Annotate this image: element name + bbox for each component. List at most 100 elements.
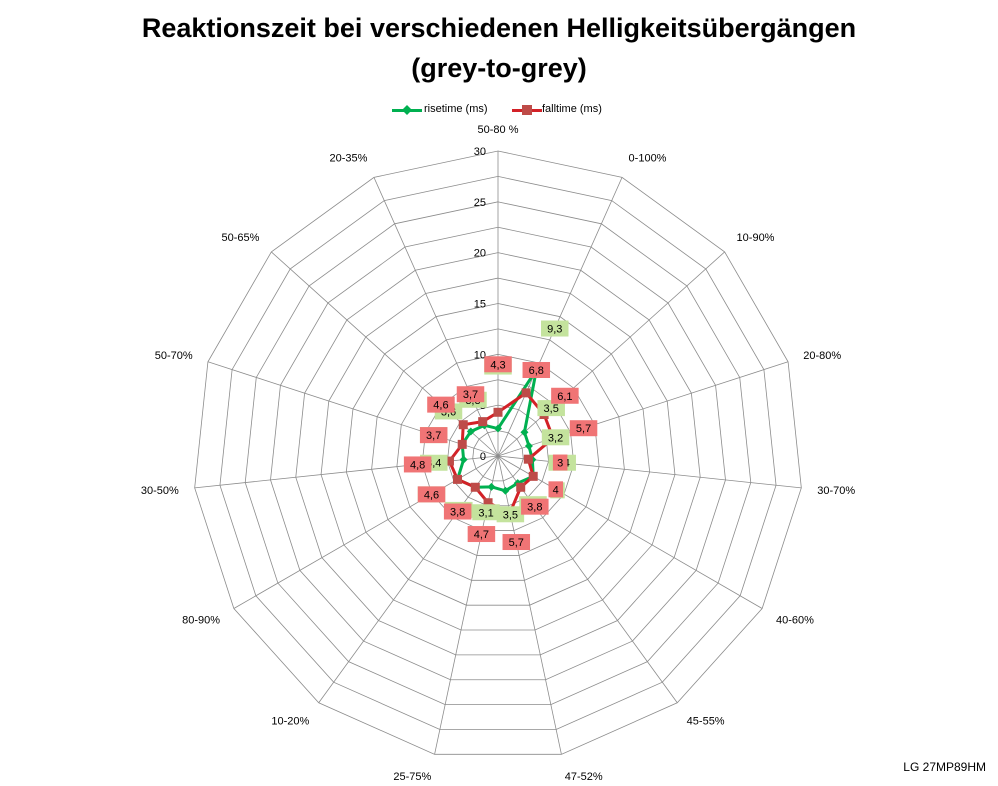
falltime-data-label: 4,8 (410, 459, 425, 471)
data-label-bg (443, 503, 472, 520)
spoke (497, 455, 763, 609)
data-label-bg (419, 427, 448, 444)
risetime-data-label: 3,5 (503, 509, 518, 521)
risetime-point (520, 428, 529, 437)
category-label: 80-90% (182, 615, 220, 627)
risetime-point (501, 486, 510, 495)
data-label-bg (548, 481, 563, 498)
falltime-point (493, 407, 503, 417)
grid-ring (295, 252, 701, 656)
data-label-bg (496, 506, 525, 523)
chart-title-line-1: Reaktionszeit bei verschiedenen Helligke… (141, 13, 857, 43)
grid-ring (345, 303, 651, 606)
watermark: LG 27MP89HM (903, 760, 986, 774)
category-label: 50-70% (155, 350, 193, 362)
risetime-point (459, 455, 468, 464)
chart-title-line-2: (grey-to-grey) (411, 53, 587, 83)
data-label-bg (417, 486, 446, 503)
risetime-data-label: 3,5 (544, 403, 559, 415)
falltime-data-label: 3,8 (527, 502, 542, 514)
data-label-bg (467, 526, 496, 543)
data-label-bg (537, 400, 565, 417)
data-label-layer: 2,79,33,53,23,443,33,53,13,84,63,43,73,6… (403, 320, 598, 551)
risetime-point (524, 441, 533, 450)
spoke (497, 455, 562, 755)
legend-risetime-label: risetime (ms) (424, 103, 488, 115)
data-label-bg (541, 429, 570, 446)
falltime-data-label: 4 (553, 484, 559, 496)
category-label: 50-80 % (478, 124, 519, 136)
category-label: 10-20% (271, 716, 309, 728)
chart-title: Reaktionszeit bei verschiedenen Helligke… (0, 8, 998, 88)
falltime-data-label: 4,7 (474, 529, 489, 541)
category-label: 0-100% (629, 152, 667, 164)
category-label: 30-50% (141, 485, 179, 497)
falltime-data-label: 4,3 (490, 359, 505, 371)
category-label: 20-35% (330, 152, 368, 164)
falltime-point (523, 454, 533, 464)
grid-ring (219, 176, 777, 730)
grid-ring (371, 328, 625, 581)
risetime-point (494, 424, 502, 433)
category-label: 20-80% (803, 350, 841, 362)
falltime-data-label: 5,7 (509, 537, 524, 549)
risetime-data-label: 3,1 (478, 507, 493, 519)
data-label-bg (484, 356, 512, 373)
falltime-data-label: 3,7 (463, 389, 478, 401)
falltime-data-label: 3 (557, 458, 563, 470)
category-label: 30-70% (817, 485, 855, 497)
falltime-point (516, 482, 526, 492)
category-label: 40-60% (776, 615, 814, 627)
radial-tick-label: 15 (474, 299, 486, 311)
risetime-data-label: 3,2 (548, 432, 563, 444)
diamond-marker-icon (402, 105, 412, 115)
category-label: 25-75% (393, 771, 431, 783)
data-label-bg (456, 386, 485, 403)
data-label-bg (472, 504, 500, 521)
grid-ring (472, 430, 524, 482)
risetime-point (487, 482, 496, 491)
falltime-point (458, 420, 468, 430)
legend: risetime (ms) falltime (ms) (0, 101, 998, 119)
radial-tick-label: 30 (474, 146, 486, 158)
data-label-bg (502, 534, 531, 551)
spoke (497, 251, 725, 457)
spoke (497, 177, 623, 457)
risetime-point (466, 427, 475, 436)
radar-spokes (194, 151, 802, 755)
risetime-data-label: 9,3 (547, 324, 562, 336)
falltime-point (521, 388, 531, 398)
radial-tick-label: 10 (474, 349, 486, 361)
data-label-bg (522, 362, 551, 379)
grid-ring (270, 226, 726, 681)
falltime-data-label: 3,8 (450, 507, 465, 519)
spoke (497, 455, 678, 703)
data-label-bg (521, 498, 549, 515)
legend-falltime-label: falltime (ms) (542, 103, 602, 115)
category-label: 47-52% (565, 771, 603, 783)
category-label: 50-65% (222, 232, 260, 244)
series-line-risetime (455, 368, 538, 493)
falltime-point (483, 498, 493, 508)
grid-ring (396, 353, 600, 556)
falltime-data-label: 4,6 (433, 400, 448, 412)
category-label: 45-55% (687, 716, 725, 728)
grid-ring (320, 277, 676, 631)
spoke (207, 361, 499, 457)
category-label: 10-90% (737, 232, 775, 244)
data-label-bg (552, 454, 568, 471)
falltime-data-label: 5,7 (576, 423, 591, 435)
spoke (318, 455, 499, 703)
data-label-bg (541, 320, 569, 337)
falltime-data-label: 6,1 (557, 391, 572, 403)
radial-tick-label: 20 (474, 248, 486, 260)
spoke (497, 455, 802, 489)
falltime-point (452, 474, 462, 484)
falltime-point (478, 417, 488, 427)
falltime-point (528, 471, 538, 481)
radial-tick-label: 25 (474, 197, 486, 209)
falltime-point (444, 456, 454, 466)
data-label-bg (569, 420, 598, 437)
data-label-bg (427, 396, 455, 413)
